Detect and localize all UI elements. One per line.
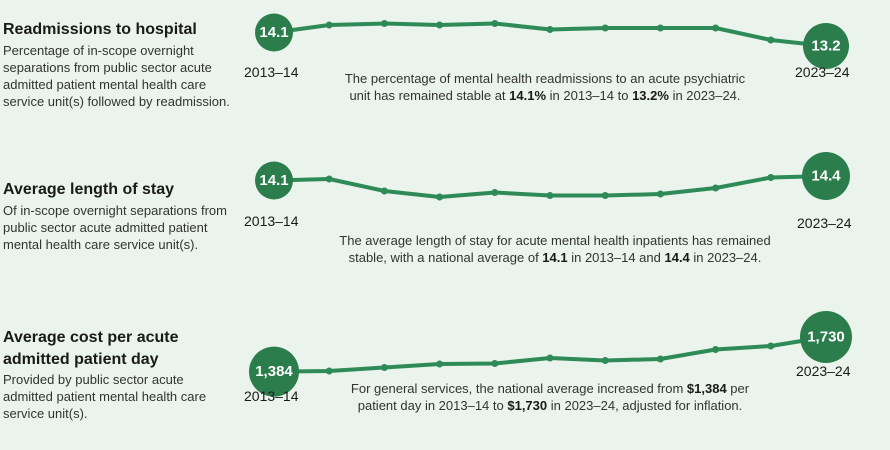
readmissions-note-start-value: 14.1%: [509, 88, 547, 103]
length-of-stay-chart: 14.1 14.4: [255, 152, 850, 201]
length-of-stay-note: The average length of stay for acute men…: [339, 233, 771, 265]
data-point: [656, 355, 664, 363]
readmissions-start-year: 2013–14: [244, 64, 299, 80]
data-point: [656, 24, 664, 32]
length-of-stay-title: Average length of stay: [3, 181, 175, 198]
data-point: [325, 21, 333, 29]
readmissions-note: The percentage of mental health readmiss…: [344, 71, 746, 103]
data-point: [491, 189, 499, 196]
cost-per-day-end-year: 2023–24: [796, 363, 851, 379]
readmissions-chart: 14.1 13.2: [255, 13, 849, 69]
cost-per-day-note: For general services, the national avera…: [350, 381, 750, 413]
start-value-marker: [255, 161, 293, 200]
start-value-label: 14.1: [259, 24, 288, 41]
end-value-marker: [803, 23, 849, 69]
cost-per-day-description: Provided by public sector acute admitted…: [3, 372, 207, 421]
readmissions-note-end-value: 13.2%: [632, 88, 669, 103]
data-point: [491, 20, 499, 27]
data-point: [601, 357, 609, 364]
panel-length-of-stay: 14.1 14.4 Average length of stay Of in-sc…: [0, 150, 890, 300]
cost-per-day-note-end-value: $1,730: [507, 398, 548, 413]
readmissions-title: Readmissions to hospital: [3, 21, 197, 38]
end-value-label: 1,730: [807, 329, 845, 346]
data-point: [436, 360, 444, 368]
data-point: [491, 360, 499, 367]
data-point: [546, 354, 554, 362]
data-point: [767, 174, 775, 181]
length-of-stay-description: Of in-scope overnight separations from p…: [3, 203, 227, 252]
cost-per-day-note-start-value: $1,384: [686, 381, 727, 396]
end-value-label: 13.2: [811, 38, 840, 55]
data-point: [767, 342, 775, 350]
data-point: [325, 175, 333, 183]
data-point: [546, 192, 554, 199]
series-line: [273, 335, 827, 374]
data-point: [546, 26, 554, 33]
data-point: [712, 346, 720, 353]
panel-readmissions: 14.1 13.2 Readmissions to hospital Percen…: [0, 0, 890, 150]
start-value-marker: [249, 346, 299, 397]
data-point: [436, 21, 444, 29]
data-point: [712, 184, 720, 192]
end-value-marker: [800, 311, 852, 363]
data-point: [712, 24, 720, 32]
length-of-stay-end-year: 2023–24: [797, 215, 852, 231]
start-value-label: 14.1: [259, 172, 288, 189]
data-point: [380, 187, 388, 195]
readmissions-description: Percentage of in-scope overnight separat…: [3, 43, 230, 109]
data-point: [380, 364, 388, 371]
data-point: [380, 20, 388, 27]
cost-per-day-chart: 1,384 1,730: [249, 311, 852, 397]
start-value-label: 1,384: [255, 363, 293, 380]
data-point: [436, 193, 444, 201]
cost-per-day-start-year: 2013–14: [244, 388, 299, 404]
end-value-label: 14.4: [811, 168, 841, 185]
start-value-marker: [255, 13, 293, 52]
data-point: [325, 367, 333, 375]
length-of-stay-start-year: 2013–14: [244, 213, 299, 229]
data-point: [656, 190, 664, 198]
panel-cost-per-day: 1,384 1,730 Average cost per acute admitt…: [0, 300, 890, 450]
readmissions-end-year: 2023–24: [795, 64, 850, 80]
data-point: [601, 24, 609, 32]
end-value-marker: [802, 152, 850, 200]
length-of-stay-note-start-value: 14.1: [542, 250, 568, 265]
data-point: [601, 192, 609, 199]
cost-per-day-title: Average cost per acute admitted patient …: [3, 329, 179, 368]
length-of-stay-note-end-value: 14.4: [664, 250, 690, 265]
data-point: [767, 36, 775, 44]
